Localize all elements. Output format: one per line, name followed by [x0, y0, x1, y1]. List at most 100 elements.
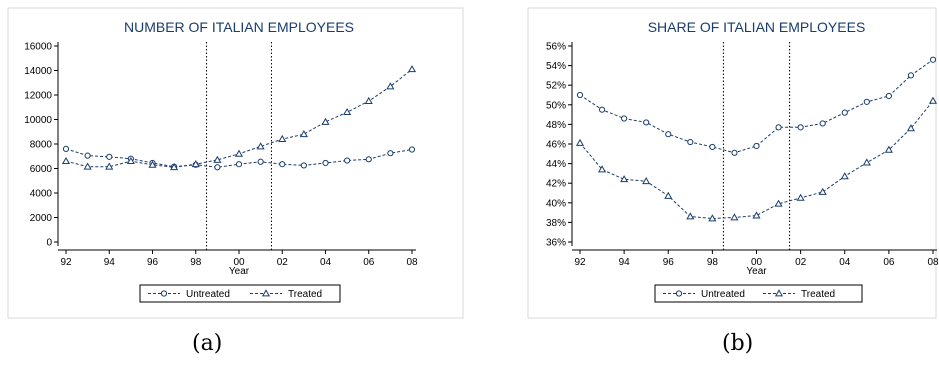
data-point — [83, 162, 92, 170]
data-point — [191, 160, 200, 168]
data-point — [126, 156, 135, 165]
data-point — [234, 149, 244, 157]
x-tick-label: 00 — [233, 257, 245, 268]
data-point — [687, 138, 694, 146]
data-point — [731, 149, 738, 156]
x-tick-label: 04 — [320, 257, 332, 268]
data-point — [148, 160, 157, 168]
y-tick-label: 54% — [546, 61, 566, 72]
legend-box — [139, 284, 341, 303]
data-point — [170, 163, 179, 171]
chart-number-of-employees: NUMBER OF ITALIAN EMPLOYEES0200040006000… — [7, 7, 464, 319]
data-point — [797, 124, 804, 131]
y-tick-label: 40% — [546, 198, 566, 209]
data-point — [299, 129, 308, 138]
data-point — [105, 162, 114, 170]
data-point — [709, 143, 716, 151]
data-point — [818, 187, 827, 195]
chart-panel-share: SHARE OF ITALIAN EMPLOYEES 36% 38% 40% 42% 44… — [470, 0, 939, 365]
x-tick-label: 06 — [883, 257, 895, 268]
data-point — [365, 156, 372, 163]
data-point — [62, 145, 70, 152]
legend: Untreated Treated — [139, 284, 341, 303]
data-point — [730, 213, 739, 221]
legend-label: Untreated — [186, 289, 230, 300]
series-line — [579, 59, 934, 154]
chart-title: SHARE OF ITALIAN EMPLOYEES — [648, 19, 866, 35]
data-point — [106, 153, 113, 160]
chart-title: NUMBER OF ITALIAN EMPLOYEES — [124, 19, 354, 35]
x-tick-label: 06 — [363, 257, 375, 268]
data-point — [665, 131, 672, 138]
chart-frame — [527, 7, 937, 319]
data-point — [775, 124, 782, 131]
data-point — [300, 162, 307, 169]
legend: Untreated Treated — [654, 284, 863, 303]
y-tick-label: 52% — [546, 81, 566, 92]
data-point — [321, 117, 330, 125]
y-tick-label: 38% — [546, 218, 566, 229]
x-tick-label: 96 — [663, 257, 675, 268]
data-point — [884, 145, 893, 153]
x-tick-label: 02 — [277, 257, 289, 268]
legend-marker — [261, 289, 271, 297]
data-point — [343, 107, 352, 116]
x-tick-label: 92 — [60, 257, 72, 268]
data-point — [278, 134, 287, 142]
y-tick-label: 4000 — [30, 189, 53, 200]
y-tick-label: 48% — [546, 120, 566, 131]
series-untreated — [576, 56, 937, 156]
data-point — [796, 193, 805, 201]
series-line — [579, 100, 934, 220]
y-tick-label: 10000 — [24, 115, 52, 126]
data-point — [322, 159, 329, 167]
data-point — [214, 164, 221, 171]
x-tick-label: 04 — [839, 257, 851, 268]
x-tick-label: 92 — [574, 257, 586, 268]
y-tick-label: 6000 — [30, 164, 53, 175]
y-tick-label: 8000 — [30, 140, 53, 151]
data-point — [576, 91, 584, 99]
caption-a: (a) — [192, 331, 223, 356]
data-point — [841, 109, 848, 116]
y-tick-label: 14000 — [24, 66, 52, 77]
data-point — [598, 165, 607, 173]
y-tick-label: 46% — [546, 140, 566, 151]
chart-share-of-employees: SHARE OF ITALIAN EMPLOYEES 36% 38% 40% 42% 44… — [527, 7, 939, 319]
data-point — [863, 98, 870, 105]
y-tick-label: 50% — [546, 100, 566, 111]
x-tick-label: 08 — [927, 257, 939, 268]
y-tick-label: 12000 — [24, 91, 52, 102]
data-point — [929, 56, 937, 63]
data-point — [256, 142, 265, 150]
legend-box — [654, 284, 863, 303]
y-tick-label: 16000 — [24, 42, 52, 53]
series-treated — [61, 65, 417, 171]
data-point — [643, 119, 650, 126]
legend-label: Untreated — [701, 289, 745, 300]
y-tick-label: 44% — [546, 159, 566, 170]
chart-panel-number: NUMBER OF ITALIAN EMPLOYEES 0 2000 4000 6000… — [7, 7, 464, 319]
data-point — [279, 161, 286, 168]
x-tick-label: 94 — [104, 257, 116, 268]
data-point — [235, 161, 243, 168]
data-point — [642, 177, 651, 185]
y-tick-label: 42% — [546, 179, 566, 190]
data-point — [774, 199, 783, 207]
data-point — [408, 146, 416, 153]
data-point — [840, 172, 849, 180]
legend-label: Treated — [801, 289, 835, 300]
data-point — [257, 158, 264, 165]
data-point — [344, 157, 351, 164]
data-point — [752, 211, 761, 219]
y-tick-label: 56% — [546, 42, 566, 53]
chart-frame — [7, 7, 464, 319]
data-point — [84, 152, 91, 159]
data-point — [621, 115, 628, 122]
data-point — [862, 158, 871, 166]
data-point — [598, 106, 606, 113]
data-point — [819, 120, 826, 127]
data-point — [708, 214, 717, 222]
x-axis-title: Year — [746, 266, 767, 277]
x-tick-label: 94 — [619, 257, 631, 268]
